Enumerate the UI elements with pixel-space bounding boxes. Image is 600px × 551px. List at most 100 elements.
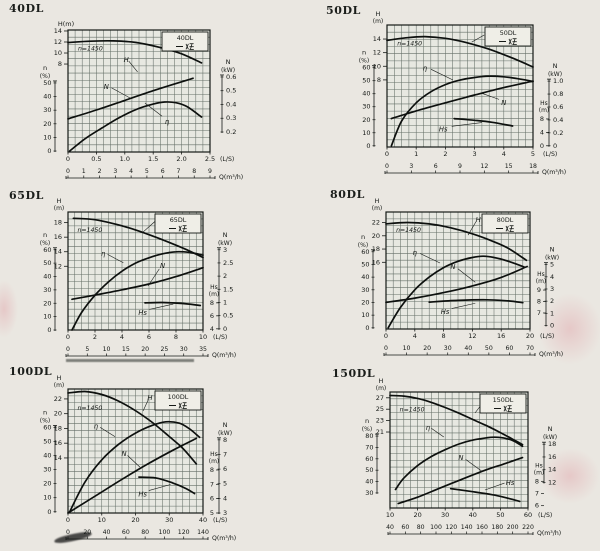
curve-H — [67, 39, 203, 64]
q-axis-tick-label: 6 — [161, 168, 165, 175]
x-axis-tick-label: 30 — [165, 516, 173, 524]
h-axis-tick-label: 16 — [54, 439, 62, 447]
nkw-axis-title: (kW) — [543, 434, 557, 441]
n-axis-tick-label: 10 — [361, 311, 369, 319]
legend-stage-glyph-一级 — [176, 43, 194, 50]
n-axis-tick-label: 30 — [365, 489, 373, 497]
curve-η — [394, 436, 524, 491]
chart-title-40dl: 40DL — [9, 2, 44, 15]
h-axis-title: (m) — [54, 382, 65, 389]
n-axis-tick-label: 60 — [43, 423, 51, 431]
nkw-axis-tick-label: 0.2 — [226, 128, 236, 136]
nkw-axis-tick-label: 14 — [548, 466, 556, 474]
q-axis-tick-label: 5 — [145, 168, 149, 175]
figure-65DL: 18161412H(m)6050403020100n(%)864Hs(m)32.… — [40, 197, 236, 359]
q-axis-tick-label: 60 — [401, 524, 409, 531]
n-axis-title: (%) — [362, 426, 372, 433]
curve-η — [68, 420, 201, 513]
q-axis-tick-label: 15 — [122, 346, 130, 353]
h-axis-tick-label: 14 — [54, 248, 62, 256]
rpm-annotation: n=1450 — [77, 227, 102, 234]
chart-title-100dl: 100DL — [9, 365, 53, 378]
x-axis-tick-label: 1.0 — [120, 155, 130, 163]
h-axis-title: H — [375, 197, 380, 205]
x-axis-tick-label: 16 — [497, 332, 505, 340]
nkw-axis-tick-label: 5 — [550, 261, 554, 269]
nkw-axis-tick-label: 1 — [550, 309, 554, 317]
n-axis-tick-label: 30 — [362, 103, 370, 111]
chart-title-150dl: 150DL — [332, 367, 376, 380]
q-axis-tick-label: 10 — [403, 345, 411, 352]
x-axis-tick-label: 60 — [524, 511, 532, 519]
nkw-axis-tick-label: 7 — [223, 450, 227, 458]
legend-stage-glyph-一级 — [496, 225, 514, 232]
n-axis-tick-label: 40 — [43, 93, 51, 101]
h-axis-title: H — [379, 377, 384, 385]
q-axis-tick-label: 4 — [129, 168, 133, 175]
curve-label-H: H — [476, 216, 481, 224]
curve-label-η: η — [423, 64, 428, 72]
plot-border — [67, 211, 204, 331]
curve-label-Hs: Hs — [138, 490, 147, 498]
nkw-axis-tick-label: 3 — [223, 509, 227, 517]
rpm-annotation: n=1450 — [77, 405, 102, 412]
curve-label-Hs: Hs — [441, 308, 450, 316]
h-axis-tick-label: 8 — [377, 76, 381, 84]
curve-label-η: η — [165, 118, 170, 126]
n-axis-title: (%) — [40, 240, 50, 247]
n-axis-tick-label: 40 — [362, 90, 370, 98]
x-axis-tick-label: 2.5 — [205, 155, 215, 163]
q-axis-unit: Q(m³/h) — [219, 174, 243, 181]
rpm-annotation: n=1450 — [78, 46, 103, 53]
x-axis-tick-label: 0 — [384, 332, 388, 340]
n-axis-tick-label: 50 — [362, 77, 370, 85]
hs-axis-tick-label: 4 — [540, 128, 544, 136]
h-axis-title: H — [376, 10, 381, 18]
legend-model: 65DL — [170, 216, 187, 224]
h-axis-title: H — [57, 197, 62, 205]
h-axis-tick-label: 18 — [372, 245, 380, 253]
curve-Hs — [449, 487, 521, 503]
q-axis-tick-label: 0 — [66, 168, 70, 175]
nkw-axis-title: (kW) — [545, 255, 559, 262]
nkw-axis-tick-label: 6 — [223, 465, 227, 473]
x-axis-unit: (L/S) — [538, 512, 552, 519]
curve-leader-η — [99, 427, 116, 437]
hs-axis-title: Hs — [540, 100, 548, 107]
curve-leader-N — [147, 268, 160, 287]
nkw-axis-tick-label: 12 — [548, 478, 556, 486]
hs-axis-title: Hs — [210, 451, 218, 458]
legend-model: 150DL — [493, 396, 514, 404]
curve-label-N: N — [501, 99, 506, 107]
legend-model: 50DL — [500, 29, 517, 37]
q-axis-tick-label: 180 — [491, 524, 503, 531]
q-axis-tick-label: 220 — [522, 524, 534, 531]
legend-stage-glyph-一级 — [169, 225, 187, 232]
q-axis-tick-label: 9 — [458, 163, 462, 170]
chart-title-65dl: 65DL — [9, 189, 44, 202]
x-axis-tick-label: 4 — [502, 150, 506, 158]
curve-leader-η — [420, 253, 441, 264]
n-axis-tick-label: 40 — [43, 452, 51, 460]
nkw-axis-tick-label: 1 — [223, 298, 227, 306]
n-axis-tick-label: 10 — [43, 313, 51, 321]
q-axis-tick-label: 100 — [430, 524, 442, 531]
curve-leader-Hs — [148, 484, 171, 491]
curve-leader-Hs — [451, 302, 476, 309]
h-axis-tick-label: 14 — [373, 35, 381, 43]
nkw-axis-tick-label: 2 — [550, 297, 554, 305]
x-axis-tick-label: 10 — [98, 516, 106, 524]
curve-label-H: H — [124, 56, 129, 64]
legend-box — [479, 393, 527, 414]
n-axis-tick-label: 20 — [361, 298, 369, 306]
hs-axis-tick-label: 7 — [535, 490, 539, 498]
x-axis-unit: (L/S) — [220, 156, 234, 163]
curve-leader-η — [431, 428, 444, 438]
h-axis-tick-label: 20 — [372, 232, 380, 240]
legend-box — [154, 390, 202, 411]
hs-axis-tick-label: 5 — [210, 509, 214, 517]
nkw-axis-tick-label: 16 — [548, 453, 556, 461]
x-axis-tick-label: 4 — [120, 333, 124, 341]
x-axis-tick-label: 6 — [147, 333, 151, 341]
n-axis-title: (%) — [359, 58, 369, 65]
